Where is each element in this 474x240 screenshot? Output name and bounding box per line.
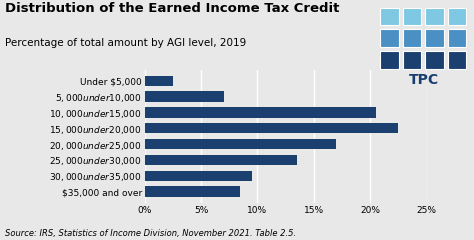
Bar <box>403 51 421 69</box>
Bar <box>145 186 240 197</box>
Bar <box>145 91 224 102</box>
Text: TPC: TPC <box>409 73 439 87</box>
Bar <box>448 51 466 69</box>
Bar <box>425 51 444 69</box>
Bar <box>380 51 399 69</box>
Bar <box>403 29 421 47</box>
Bar <box>145 155 297 165</box>
Bar <box>448 8 466 25</box>
Bar <box>145 139 337 149</box>
Bar <box>380 8 399 25</box>
Bar <box>145 107 376 118</box>
Text: Distribution of the Earned Income Tax Credit: Distribution of the Earned Income Tax Cr… <box>5 2 339 15</box>
Bar <box>145 171 252 181</box>
Bar <box>145 123 398 133</box>
Text: Percentage of total amount by AGI level, 2019: Percentage of total amount by AGI level,… <box>5 38 246 48</box>
Bar <box>403 8 421 25</box>
Bar <box>380 29 399 47</box>
Bar <box>425 29 444 47</box>
Text: Source: IRS, Statistics of Income Division, November 2021. Table 2.5.: Source: IRS, Statistics of Income Divisi… <box>5 228 296 238</box>
Bar <box>145 76 173 86</box>
Bar <box>425 8 444 25</box>
Bar <box>448 29 466 47</box>
